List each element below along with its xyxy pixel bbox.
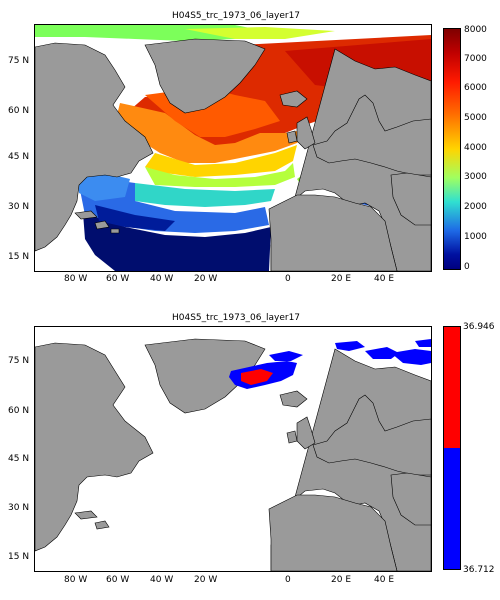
top-colorbar-label-8000: 8000 [464,25,487,35]
top-lon-label-0: 0 [285,274,291,284]
blue-cell-cluster-east-3 [335,341,365,351]
top-colorbar-label-2000: 2000 [464,202,487,212]
bottom-land [35,338,431,571]
top-lat-label-30: 30 N [8,202,30,212]
top-colorbar-label-7000: 7000 [464,54,487,64]
top-land [35,38,431,271]
blue-cell-cluster-east-4 [415,339,431,347]
top-map-canvas [35,25,431,271]
bottom-lon-label-0: 0 [285,575,291,585]
top-lon-label-20e: 20 E [331,274,351,284]
top-colorbar [443,28,461,270]
bottom-lat-label-15: 15 N [8,552,30,562]
bottom-colorbar-label-max: 36.946 [463,322,495,332]
top-lat-label-60: 60 N [8,106,30,116]
bottom-lon-label-80w: 80 W [64,575,88,585]
top-colorbar-label-3000: 3000 [464,172,487,182]
top-colorbar-label-0: 0 [464,262,470,272]
top-colorbar-label-6000: 6000 [464,83,487,93]
top-lat-label-45: 45 N [8,152,30,162]
top-lon-label-40e: 40 E [374,274,394,284]
bottom-lon-label-60w: 60 W [106,575,130,585]
bottom-map-canvas [35,338,431,571]
bottom-lat-label-60: 60 N [8,406,30,416]
top-lon-label-40w: 40 W [150,274,174,284]
bottom-lat-label-75: 75 N [8,356,30,366]
bottom-panel-title: H04S5_trc_1973_06_layer17 [172,313,301,323]
top-colorbar-label-5000: 5000 [464,113,487,123]
bottom-lon-label-20w: 20 W [194,575,218,585]
top-map [34,24,432,272]
blue-cell-cluster-east-2 [391,349,431,365]
top-colorbar-label-1000: 1000 [464,232,487,242]
bottom-lat-label-30: 30 N [8,503,30,513]
top-lon-label-60w: 60 W [106,274,130,284]
top-colorbar-label-4000: 4000 [464,143,487,153]
red-cell-cluster [241,369,273,385]
bottom-colorbar [443,326,461,570]
bottom-lat-label-45: 45 N [8,454,30,464]
top-lat-label-75: 75 N [8,56,30,66]
blue-cell-cluster-east-1 [365,347,399,359]
bottom-map [34,326,432,572]
bottom-lon-label-40e: 40 E [374,575,394,585]
bottom-exceedance-cells [229,339,431,389]
top-panel-title: H04S5_trc_1973_06_layer17 [172,11,301,21]
top-lon-label-20w: 20 W [194,274,218,284]
bottom-lon-label-20e: 20 E [331,575,351,585]
top-lon-label-80w: 80 W [64,274,88,284]
blue-cell-cluster-north [269,351,303,361]
bottom-lon-label-40w: 40 W [150,575,174,585]
top-lat-label-15: 15 N [8,252,30,262]
bottom-colorbar-label-min: 36.712 [463,565,495,575]
